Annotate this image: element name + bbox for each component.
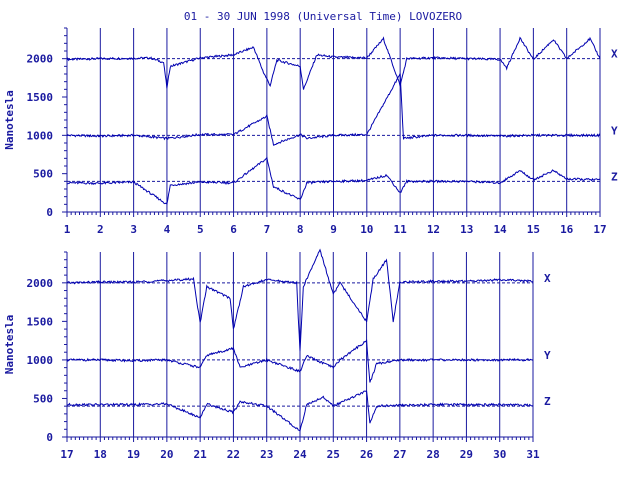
series-label-y: Y xyxy=(611,124,618,137)
series-label-z: Z xyxy=(611,170,618,183)
y-tick-label: 1000 xyxy=(27,129,54,142)
y-tick-label: 0 xyxy=(46,206,53,219)
x-tick-label: 11 xyxy=(394,223,408,236)
series-label-z: Z xyxy=(544,395,551,408)
x-tick-label: 18 xyxy=(94,448,107,461)
y-tick-label: 500 xyxy=(33,168,53,181)
x-tick-label: 10 xyxy=(360,223,373,236)
x-tick-label: 23 xyxy=(260,448,273,461)
series-line-y xyxy=(66,338,534,383)
series-label-y: Y xyxy=(544,349,551,362)
x-tick-label: 17 xyxy=(60,448,73,461)
x-tick-label: 21 xyxy=(194,448,208,461)
series-line-y xyxy=(66,73,601,146)
x-tick-label: 30 xyxy=(493,448,506,461)
series-label-x: X xyxy=(544,272,551,285)
x-tick-label: 24 xyxy=(293,448,307,461)
x-tick-label: 25 xyxy=(327,448,340,461)
x-tick-label: 9 xyxy=(330,223,337,236)
x-tick-label: 1 xyxy=(64,223,71,236)
x-tick-label: 4 xyxy=(164,223,171,236)
x-tick-label: 27 xyxy=(393,448,406,461)
chart-panel-bottom: 0 500 1000 1500 2000 17 18 19 20 21 22 23 24 25 26 27 28… xyxy=(3,248,551,461)
x-tick-label: 6 xyxy=(230,223,237,236)
x-tick-label: 13 xyxy=(460,223,473,236)
series-line-x xyxy=(66,248,534,352)
y-tick-label: 1000 xyxy=(27,354,54,367)
x-tick-label: 3 xyxy=(130,223,137,236)
y-tick-label: 1500 xyxy=(27,91,54,104)
x-tick-label: 28 xyxy=(427,448,440,461)
x-tick-label: 14 xyxy=(493,223,507,236)
series-label-x: X xyxy=(611,48,618,61)
x-tick-label: 22 xyxy=(227,448,240,461)
y-axis-label: Nanotesla xyxy=(3,315,16,375)
x-tick-label: 2 xyxy=(97,223,104,236)
y-tick-label: 1500 xyxy=(27,315,54,328)
y-tick-label: 500 xyxy=(33,392,53,405)
chart-title: 01 - 30 JUN 1998 (Universal Time) LOVOZE… xyxy=(184,10,462,23)
y-tick-label: 2000 xyxy=(27,277,54,290)
x-tick-label: 12 xyxy=(427,223,440,236)
x-tick-label: 5 xyxy=(197,223,204,236)
x-tick-label: 26 xyxy=(360,448,374,461)
y-axis-label: Nanotesla xyxy=(3,90,16,150)
x-tick-label: 8 xyxy=(297,223,304,236)
x-tick-label: 7 xyxy=(264,223,271,236)
x-tick-label: 31 xyxy=(526,448,540,461)
x-tick-label: 29 xyxy=(460,448,473,461)
x-tick-label: 20 xyxy=(160,448,173,461)
x-tick-label: 19 xyxy=(127,448,140,461)
x-tick-label: 17 xyxy=(593,223,606,236)
x-tick-label: 16 xyxy=(560,223,574,236)
x-tick-label: 15 xyxy=(527,223,540,236)
series-line-x xyxy=(66,36,601,90)
series-line-z xyxy=(66,390,534,432)
y-tick-label: 2000 xyxy=(27,53,54,66)
y-tick-label: 0 xyxy=(46,431,53,444)
series-line-z xyxy=(66,156,601,206)
